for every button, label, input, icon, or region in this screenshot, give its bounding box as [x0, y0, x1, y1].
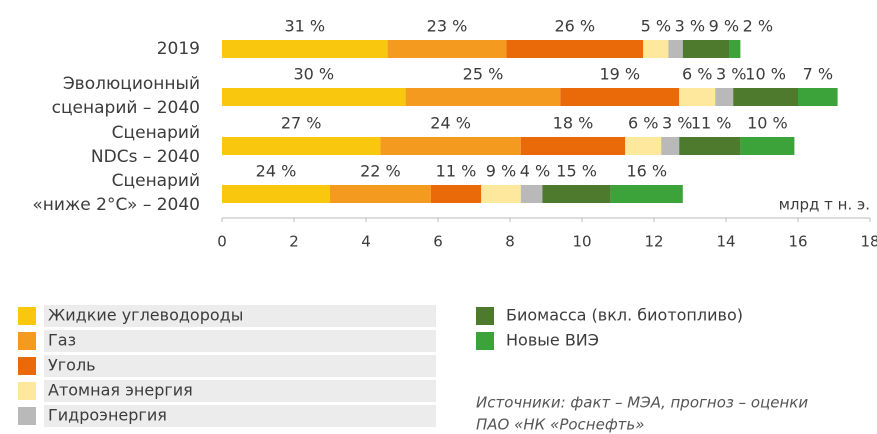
legend-bg [44, 305, 436, 327]
bar-segment [542, 185, 611, 203]
bar-segment [682, 40, 730, 58]
data-label: 24 % [430, 114, 471, 133]
data-label: 11 % [436, 162, 477, 181]
data-label: 6 % [682, 65, 712, 84]
category-label: «ниже 2°C» – 2040 [32, 195, 200, 215]
data-label: 26 % [554, 17, 595, 36]
legend-label: Атомная энергия [48, 381, 193, 400]
bar-segment [520, 137, 626, 155]
x-tick-label: 18 [860, 233, 877, 251]
source-note: ПАО «НК «Роснефть» [476, 416, 645, 434]
data-label: 10 % [747, 114, 788, 133]
bar-segment [625, 137, 662, 155]
legend-swatch [476, 332, 494, 350]
source-note: Источники: факт – МЭА, прогноз – оценки [476, 394, 808, 412]
data-label: 23 % [427, 17, 468, 36]
category-label: Сценарий [112, 123, 200, 143]
data-label: 9 % [709, 17, 739, 36]
bar-segment [222, 40, 388, 58]
legend-label: Газ [48, 331, 76, 350]
category-label: NDCs – 2040 [91, 147, 200, 167]
x-tick-label: 8 [505, 233, 515, 251]
legend-swatch [476, 307, 494, 325]
bar-segment [387, 40, 507, 58]
bar-segment [222, 185, 330, 203]
bar-segment [405, 88, 561, 106]
data-label: 27 % [281, 114, 322, 133]
data-label: 16 % [626, 162, 667, 181]
data-label: 15 % [556, 162, 597, 181]
data-label: 7 % [803, 65, 833, 84]
x-tick-label: 0 [217, 233, 227, 251]
x-tick-label: 4 [361, 233, 371, 251]
data-label: 6 % [628, 114, 658, 133]
legend-bg [44, 380, 436, 402]
category-label: Сценарий [112, 171, 200, 191]
legend-label: Биомасса (вкл. биотопливо) [506, 306, 743, 325]
bar-segment [481, 185, 521, 203]
data-label: 5 % [641, 17, 671, 36]
data-label: 2 % [743, 17, 773, 36]
data-label: 19 % [599, 65, 640, 84]
bar-segment [380, 137, 521, 155]
bar-segment [430, 185, 482, 203]
legend-label: Гидроэнергия [48, 406, 167, 425]
bar-segment [222, 137, 381, 155]
bar-segment [668, 40, 683, 58]
data-label: 9 % [486, 162, 516, 181]
x-tick-label: 2 [289, 233, 299, 251]
legend-label: Жидкие углеводороды [48, 306, 243, 325]
legend-swatch [18, 407, 36, 425]
legend-swatch [18, 307, 36, 325]
x-tick-label: 12 [644, 233, 663, 251]
data-label: 24 % [256, 162, 297, 181]
x-tick-label: 10 [572, 233, 591, 251]
bar-segment [610, 185, 683, 203]
data-label: 10 % [745, 65, 786, 84]
data-label: 11 % [691, 114, 732, 133]
data-label: 30 % [293, 65, 334, 84]
bar-segment [729, 40, 741, 58]
data-label: 31 % [284, 17, 325, 36]
bar-segment [798, 88, 838, 106]
legend-swatch [18, 382, 36, 400]
legend-label: Новые ВИЭ [506, 331, 599, 350]
bar-segment [661, 137, 680, 155]
bar-segment [560, 88, 680, 106]
legend-bg [44, 405, 436, 427]
data-label: 22 % [360, 162, 401, 181]
category-label: 2019 [157, 39, 200, 59]
bar-segment [715, 88, 734, 106]
legend-bg [44, 330, 436, 352]
bar-segment [679, 88, 716, 106]
bar-segment [222, 88, 406, 106]
legend-label: Уголь [48, 356, 96, 375]
legend-bg [44, 355, 436, 377]
category-label: сценарий – 2040 [52, 98, 200, 118]
bar-segment [643, 40, 669, 58]
data-label: 25 % [463, 65, 504, 84]
data-label: 3 % [675, 17, 705, 36]
category-label: Эволюционный [63, 74, 200, 94]
bar-segment [520, 185, 543, 203]
bar-segment [330, 185, 431, 203]
data-label: 18 % [553, 114, 594, 133]
data-label: 3 % [662, 114, 692, 133]
x-tick-label: 6 [433, 233, 443, 251]
bar-segment [679, 137, 741, 155]
x-tick-label: 14 [716, 233, 735, 251]
bar-segment [506, 40, 644, 58]
legend-swatch [18, 357, 36, 375]
bar-segment [740, 137, 795, 155]
x-axis-label: млрд т н. э. [779, 196, 870, 214]
x-tick-label: 16 [788, 233, 807, 251]
data-label: 3 % [716, 65, 746, 84]
legend-swatch [18, 332, 36, 350]
bar-segment [733, 88, 798, 106]
data-label: 4 % [520, 162, 550, 181]
